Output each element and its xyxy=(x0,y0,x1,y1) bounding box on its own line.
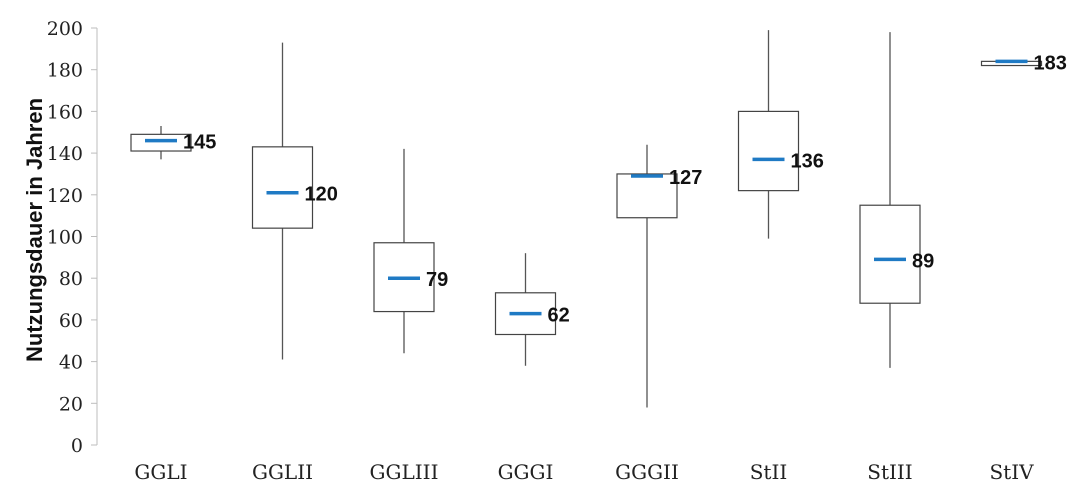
x-category-label: StIII xyxy=(867,460,912,484)
y-tick-label: 40 xyxy=(59,352,83,374)
iqr-box xyxy=(130,133,192,152)
x-axis: GGLI GGLII GGLIII GGGI GGGII StII StIII StIV xyxy=(134,460,1034,484)
x-category-label: StIV xyxy=(989,460,1034,484)
iqr-box xyxy=(251,146,314,229)
y-tick-label: 120 xyxy=(47,185,83,207)
x-category-label: GGLI xyxy=(134,460,187,484)
iqr-box xyxy=(737,110,800,192)
x-category-label: GGGII xyxy=(615,460,679,484)
median-value-label: 89 xyxy=(912,250,934,272)
y-tick-label: 100 xyxy=(47,227,83,249)
median-value-label: 62 xyxy=(548,305,570,327)
box-stiv: 183 xyxy=(980,52,1067,74)
median-value-label: 127 xyxy=(669,167,702,189)
y-tick-label: 140 xyxy=(47,143,83,165)
x-category-label: GGLII xyxy=(252,460,313,484)
box-stii: 136 xyxy=(737,30,824,239)
y-tick-label: 0 xyxy=(71,435,83,457)
median-value-label: 120 xyxy=(305,184,338,206)
y-tick-label: 60 xyxy=(59,310,83,332)
y-tick-label: 80 xyxy=(59,268,83,290)
y-axis: 0 20 40 60 80 100 120 140 160 180 200 xyxy=(47,18,98,457)
box-ggli: 145 xyxy=(130,125,216,160)
y-axis-title: Nutzungsdauer in Jahren xyxy=(22,98,47,362)
y-tick-label: 160 xyxy=(47,101,83,123)
median-value-label: 136 xyxy=(791,150,824,172)
median-value-label: 183 xyxy=(1034,52,1067,74)
x-category-label: GGLIII xyxy=(370,460,439,484)
y-tick-label: 20 xyxy=(59,393,83,415)
y-tick-label: 180 xyxy=(47,60,83,82)
x-category-label: GGGI xyxy=(498,460,554,484)
box-gglii: 120 xyxy=(251,42,338,360)
median-value-label: 145 xyxy=(183,132,216,154)
boxes: 145 120 79 62 127 136 89 183 xyxy=(130,30,1067,408)
box-stiii: 89 xyxy=(859,32,934,368)
box-gggi: 62 xyxy=(494,253,570,366)
iqr-box xyxy=(859,204,921,304)
x-category-label: StII xyxy=(750,460,788,484)
iqr-box xyxy=(616,173,678,219)
box-gggii: 127 xyxy=(616,144,702,408)
y-tick-label: 200 xyxy=(47,18,83,40)
box-ggliii: 79 xyxy=(373,148,448,354)
median-value-label: 79 xyxy=(426,269,448,291)
